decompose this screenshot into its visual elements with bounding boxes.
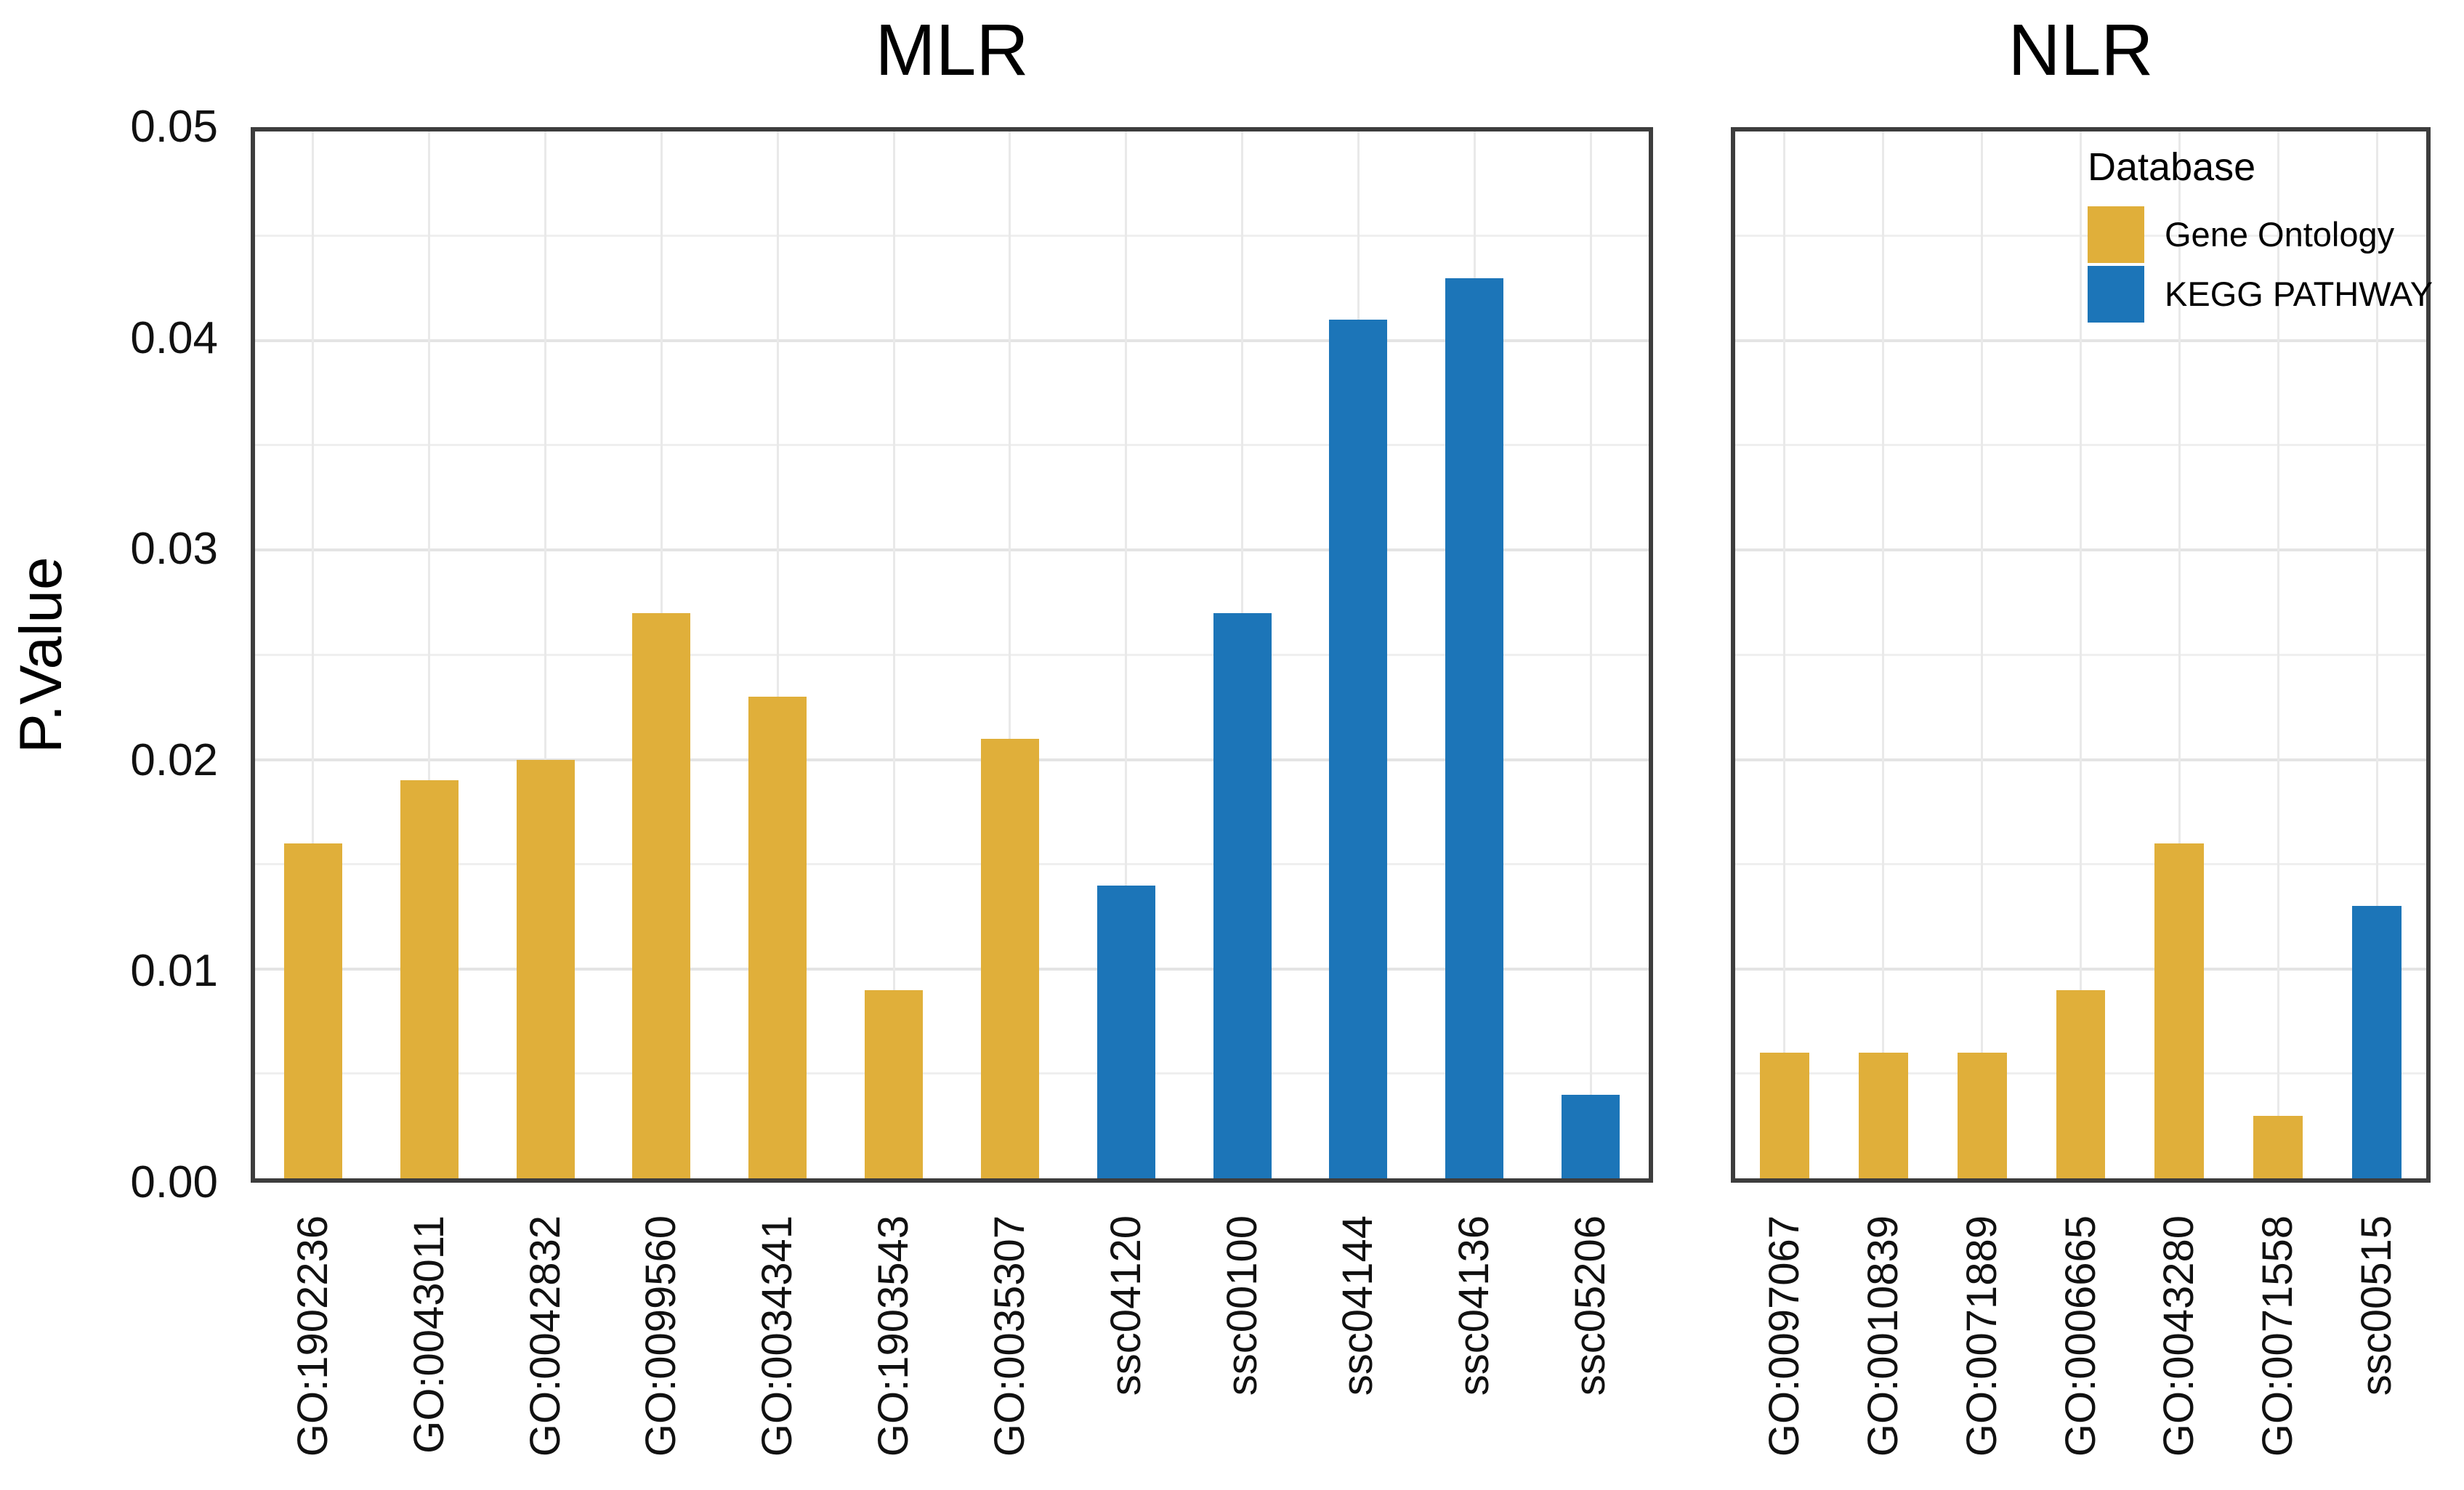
bar-ssc04120 bbox=[1096, 885, 1155, 1178]
bar-ssc04136 bbox=[1445, 278, 1504, 1178]
facet-title-mlr: MLR bbox=[875, 9, 1029, 91]
legend-key-gene-ontology-swatch bbox=[2088, 206, 2144, 263]
x-tick-label-ssc00100: ssc00100 bbox=[1218, 1215, 1266, 1396]
y-tick-label: 0.03 bbox=[130, 524, 218, 575]
gridline-v bbox=[544, 131, 547, 1178]
x-tick-label-GO:0099560: GO:0099560 bbox=[637, 1215, 685, 1457]
gridline-v bbox=[2375, 131, 2378, 1178]
x-tick-label-GO:0071558: GO:0071558 bbox=[2254, 1215, 2302, 1457]
gridline-v bbox=[892, 131, 895, 1178]
y-tick-label: 0.04 bbox=[130, 312, 218, 363]
gridline-v bbox=[1125, 131, 1128, 1178]
y-tick-label: 0.02 bbox=[130, 734, 218, 785]
gridline-v bbox=[2178, 131, 2181, 1178]
x-tick-label-GO:0071889: GO:0071889 bbox=[1958, 1215, 2005, 1457]
x-tick-label-GO:0043280: GO:0043280 bbox=[2155, 1215, 2203, 1457]
gridline-h-major bbox=[255, 548, 1649, 552]
gridline-v bbox=[312, 131, 315, 1178]
gridline-v bbox=[1981, 131, 1984, 1178]
panel-mlr bbox=[251, 127, 1653, 1183]
y-tick-label: 0.05 bbox=[130, 102, 218, 152]
legend-title: Database bbox=[2088, 145, 2256, 189]
facet-title-nlr: NLR bbox=[2008, 9, 2154, 91]
gridline-v bbox=[1009, 131, 1011, 1178]
x-tick-label-GO:1902236: GO:1902236 bbox=[288, 1215, 336, 1457]
y-axis-title: P.Value bbox=[8, 556, 74, 753]
gridline-h-minor bbox=[255, 235, 1649, 238]
bar-GO:0042832 bbox=[516, 759, 575, 1178]
legend: Database Gene Ontology KEGG PATHWAY bbox=[2088, 145, 2433, 325]
x-tick-label-GO:0097067: GO:0097067 bbox=[1760, 1215, 1808, 1457]
bar-GO:0035307 bbox=[980, 738, 1039, 1178]
bar-ssc00100 bbox=[1213, 612, 1272, 1178]
bar-GO:1903543 bbox=[865, 989, 924, 1178]
x-tick-label-GO:0043011: GO:0043011 bbox=[405, 1215, 453, 1454]
gridline-v bbox=[776, 131, 779, 1178]
gridline-v bbox=[1783, 131, 1786, 1178]
gridline-h-major bbox=[255, 967, 1649, 971]
x-tick-label-ssc05206: ssc05206 bbox=[1567, 1215, 1615, 1396]
bar-GO:0097067 bbox=[1759, 1053, 1809, 1178]
legend-label-kegg-pathway: KEGG PATHWAY bbox=[2165, 275, 2433, 313]
x-tick-label-ssc00515: ssc00515 bbox=[2353, 1215, 2401, 1396]
bar-GO:0010839 bbox=[1858, 1053, 1908, 1178]
x-tick-label-ssc04120: ssc04120 bbox=[1102, 1215, 1150, 1396]
legend-label-gene-ontology: Gene Ontology bbox=[2165, 215, 2395, 254]
gridline-h-minor bbox=[255, 444, 1649, 447]
gridline-v bbox=[1882, 131, 1885, 1178]
gridline-v bbox=[2277, 131, 2279, 1178]
x-tick-label-GO:0035307: GO:0035307 bbox=[985, 1215, 1033, 1457]
gridline-h-minor bbox=[255, 653, 1649, 656]
x-tick-label-GO:1903543: GO:1903543 bbox=[870, 1215, 918, 1457]
bar-GO:0071558 bbox=[2253, 1115, 2303, 1178]
x-tick-label-ssc04136: ssc04136 bbox=[1450, 1215, 1498, 1396]
gridline-h-major bbox=[255, 339, 1649, 343]
legend-key-kegg-pathway-swatch bbox=[2088, 266, 2144, 323]
bar-GO:0043011 bbox=[400, 780, 459, 1178]
bar-GO:1902236 bbox=[283, 843, 342, 1178]
legend-item-gene-ontology: Gene Ontology bbox=[2088, 206, 2433, 263]
gridline-v bbox=[428, 131, 431, 1178]
gridline-v bbox=[2080, 131, 2082, 1178]
x-tick-label-GO:0010839: GO:0010839 bbox=[1859, 1215, 1907, 1457]
bar-GO:0006665 bbox=[2056, 989, 2106, 1178]
x-tick-label-GO:0034341: GO:0034341 bbox=[754, 1215, 801, 1457]
x-tick-label-ssc04144: ssc04144 bbox=[1334, 1215, 1382, 1396]
gridline-v bbox=[1589, 131, 1592, 1178]
x-tick-label-GO:0006665: GO:0006665 bbox=[2056, 1215, 2104, 1457]
bar-GO:0071889 bbox=[1957, 1053, 2007, 1178]
bar-ssc00515 bbox=[2352, 906, 2402, 1178]
bar-GO:0043280 bbox=[2154, 843, 2205, 1178]
x-tick-label-GO:0042832: GO:0042832 bbox=[521, 1215, 569, 1457]
panel-nlr bbox=[1731, 127, 2431, 1183]
y-tick-label: 0.01 bbox=[130, 946, 218, 997]
gridline-h-major bbox=[255, 758, 1649, 761]
bar-GO:0099560 bbox=[632, 612, 691, 1178]
bar-ssc04144 bbox=[1329, 320, 1388, 1178]
y-tick-label: 0.00 bbox=[130, 1157, 218, 1207]
gridline-h-minor bbox=[255, 862, 1649, 865]
legend-item-kegg-pathway: KEGG PATHWAY bbox=[2088, 266, 2433, 323]
gridline-h-minor bbox=[255, 1072, 1649, 1074]
bar-GO:0034341 bbox=[748, 697, 807, 1178]
bar-ssc05206 bbox=[1562, 1094, 1620, 1178]
